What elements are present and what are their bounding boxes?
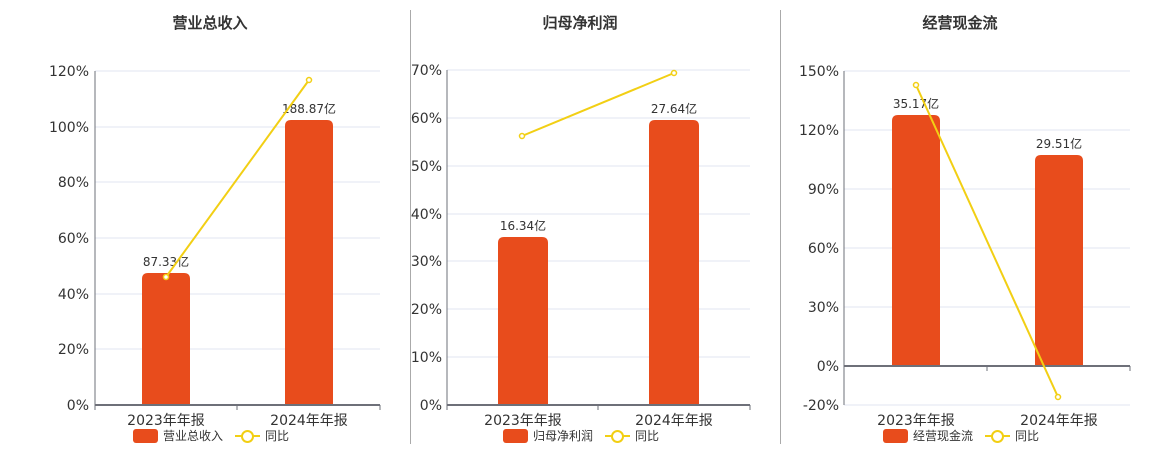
line-legend-label[interactable]: 同比: [265, 429, 290, 443]
svg-text:20%: 20%: [411, 302, 442, 318]
svg-text:2024年年报: 2024年年报: [1020, 413, 1098, 429]
legend: 营业总收入 同比: [133, 427, 289, 444]
svg-text:27.64亿: 27.64亿: [651, 101, 697, 116]
line-legend-swatch[interactable]: [235, 429, 261, 443]
svg-text:40%: 40%: [411, 207, 442, 223]
svg-text:2024年年报: 2024年年报: [270, 413, 348, 429]
svg-text:70%: 70%: [411, 63, 442, 79]
chart-title: 经营现金流: [922, 14, 998, 32]
line-legend-swatch[interactable]: [985, 429, 1011, 443]
bar-legend-label[interactable]: 营业总收入: [163, 429, 224, 443]
svg-text:50%: 50%: [411, 159, 442, 175]
bar-legend-label[interactable]: 经营现金流: [913, 429, 974, 443]
svg-text:10%: 10%: [411, 350, 442, 366]
y-axis-labels: 120% 100% 80% 60% 40% 20% 0%: [49, 64, 89, 414]
x-axis-labels: 2023年年报 2024年年报: [127, 413, 348, 429]
bar-value-labels: 87.33亿 188.87亿: [143, 101, 336, 269]
line-legend-label[interactable]: 同比: [635, 429, 660, 443]
bar-2023: [142, 273, 190, 405]
bar-value-labels: 16.34亿 27.64亿: [500, 101, 697, 233]
svg-text:60%: 60%: [808, 241, 839, 257]
panel-divider: [780, 10, 781, 444]
bar-legend-swatch[interactable]: [133, 428, 158, 443]
svg-text:40%: 40%: [58, 287, 89, 303]
x-axis-labels: 2023年年报 2024年年报: [877, 413, 1098, 429]
svg-text:0%: 0%: [420, 398, 442, 414]
bars: [142, 120, 333, 405]
svg-text:35.17亿: 35.17亿: [893, 96, 939, 111]
x-axis-ticks: [446, 405, 751, 410]
bar-2024: [285, 120, 333, 405]
gridlines: [447, 69, 750, 358]
svg-text:120%: 120%: [799, 123, 839, 139]
line-legend-label[interactable]: 同比: [1015, 429, 1040, 443]
legend: 归母净利润 同比: [503, 427, 659, 444]
svg-text:87.33亿: 87.33亿: [143, 254, 189, 269]
x-axis-ticks: [94, 405, 381, 410]
svg-text:60%: 60%: [411, 111, 442, 127]
x-axis-labels: 2023年年报 2024年年报: [484, 413, 713, 429]
yoy-line: [162, 76, 313, 281]
svg-text:29.51亿: 29.51亿: [1036, 136, 1082, 151]
svg-text:0%: 0%: [817, 359, 839, 375]
y-axis-labels: 150% 120% 90% 60% 30% 0% -20%: [799, 64, 839, 414]
svg-text:90%: 90%: [808, 182, 839, 198]
bar-2024: [1035, 155, 1083, 366]
yoy-line: [518, 69, 678, 140]
bars: [892, 115, 1083, 366]
panel-divider: [410, 10, 411, 444]
svg-text:60%: 60%: [58, 231, 89, 247]
bar-value-labels: 35.17亿 29.51亿: [893, 96, 1082, 151]
chart-plot-net-profit: 70% 60% 50% 40% 30% 20% 10% 0% 16.34亿 27…: [411, 63, 751, 429]
yoy-line: [912, 81, 1062, 401]
svg-text:-20%: -20%: [803, 398, 839, 414]
bars: [498, 120, 699, 405]
chart-panel-revenue: 营业总收入 120% 100% 80% 60% 40% 20% 0% 87.33…: [0, 0, 410, 450]
bar-legend-swatch[interactable]: [503, 428, 528, 443]
legend: 经营现金流 同比: [883, 427, 1039, 444]
line-legend-swatch[interactable]: [605, 429, 631, 443]
bar-legend-swatch[interactable]: [883, 428, 908, 443]
bar-legend-label[interactable]: 归母净利润: [533, 429, 594, 443]
svg-text:120%: 120%: [49, 64, 89, 80]
gridlines: [844, 70, 1130, 406]
svg-text:188.87亿: 188.87亿: [282, 101, 336, 116]
svg-text:2023年年报: 2023年年报: [127, 413, 205, 429]
svg-text:2024年年报: 2024年年报: [635, 413, 713, 429]
chart-plot-revenue: 120% 100% 80% 60% 40% 20% 0% 87.33亿 188.…: [49, 64, 381, 429]
svg-text:30%: 30%: [808, 300, 839, 316]
chart-panel-net-profit: 归母净利润 70% 60% 50% 40% 30% 20% 10% 0% 16.: [411, 14, 751, 444]
y-axis-labels: 70% 60% 50% 40% 30% 20% 10% 0%: [411, 63, 442, 414]
chart-title: 归母净利润: [542, 14, 618, 32]
chart-title: 营业总收入: [172, 14, 248, 32]
bar-2024: [649, 120, 699, 405]
svg-text:20%: 20%: [58, 342, 89, 358]
svg-text:2023年年报: 2023年年报: [484, 413, 562, 429]
x-axis-ticks: [843, 366, 1131, 371]
svg-text:2023年年报: 2023年年报: [877, 413, 955, 429]
svg-text:100%: 100%: [49, 120, 89, 136]
svg-text:150%: 150%: [799, 64, 839, 80]
bar-2023: [498, 237, 548, 405]
svg-text:30%: 30%: [411, 254, 442, 270]
svg-text:0%: 0%: [67, 398, 89, 414]
svg-text:16.34亿: 16.34亿: [500, 218, 546, 233]
bar-2023: [892, 115, 940, 366]
svg-text:80%: 80%: [58, 175, 89, 191]
